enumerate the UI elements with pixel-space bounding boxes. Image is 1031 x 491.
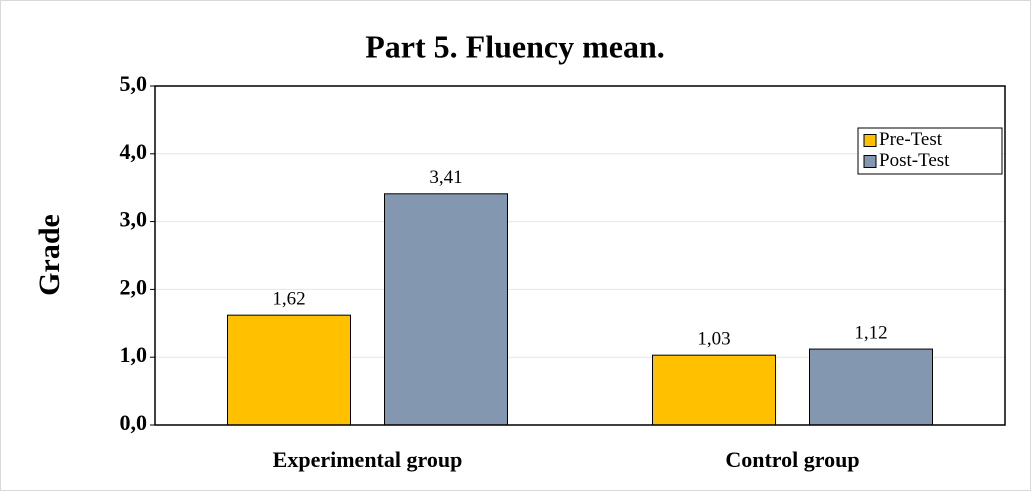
chart-title: Part 5. Fluency mean. — [365, 28, 665, 64]
value-label: 1,12 — [854, 322, 887, 343]
y-axis-label: Grade — [33, 214, 66, 296]
y-tick-label: 2,0 — [120, 274, 148, 299]
y-tick-label: 1,0 — [120, 342, 148, 367]
bar — [227, 314, 351, 426]
y-tick-label: 4,0 — [120, 139, 148, 164]
bar — [652, 354, 776, 426]
legend-box — [857, 127, 1003, 175]
y-tick-label: 5,0 — [120, 71, 148, 96]
y-tick-label: 0,0 — [120, 410, 148, 435]
legend-swatch — [863, 134, 877, 147]
bar — [809, 348, 933, 426]
value-label: 1,62 — [272, 289, 305, 310]
legend-label: Post-Test — [879, 150, 950, 171]
legend-swatch — [863, 155, 877, 168]
value-label: 3,41 — [429, 167, 462, 188]
x-tick-label: Experimental group — [273, 447, 463, 472]
value-label: 1,03 — [697, 329, 730, 350]
legend-label: Pre-Test — [879, 129, 943, 150]
bar — [384, 193, 508, 426]
x-tick-label: Control group — [725, 447, 859, 472]
y-tick-label: 3,0 — [120, 207, 148, 232]
plot-border — [154, 85, 1006, 426]
